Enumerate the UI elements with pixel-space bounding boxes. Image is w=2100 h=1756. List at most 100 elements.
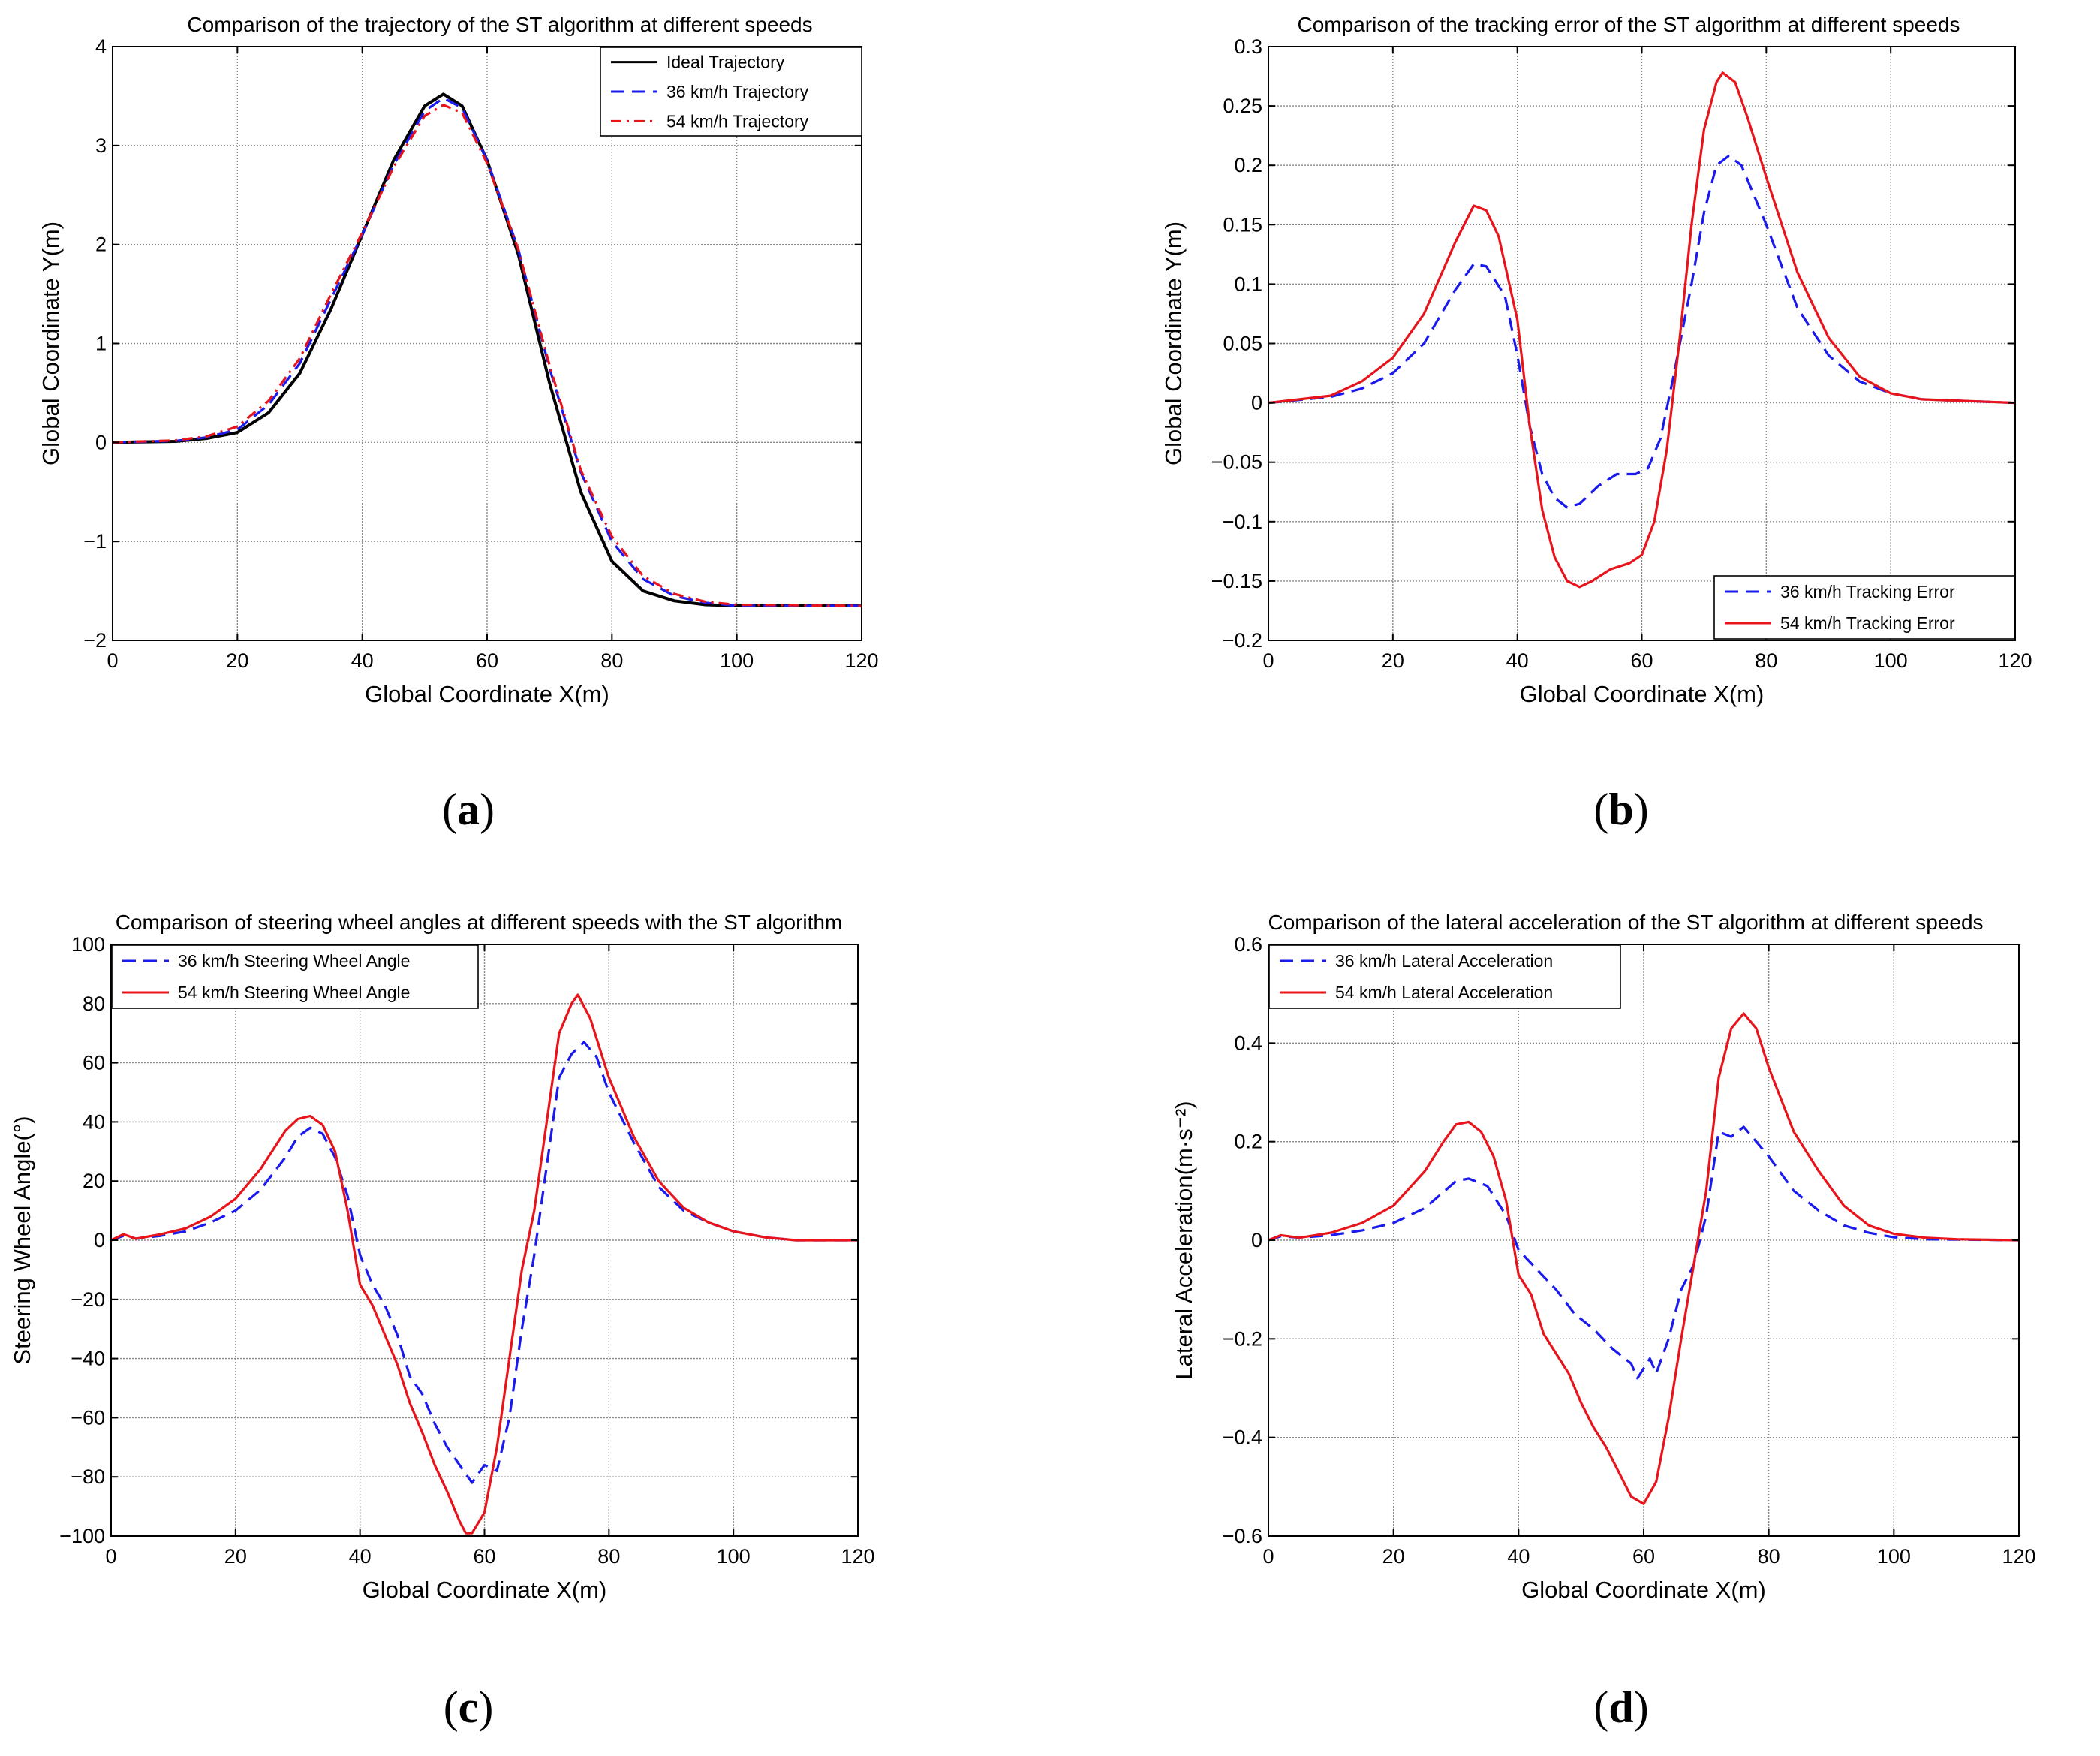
legend-label: 54 km/h Trajectory	[666, 111, 809, 131]
y-tick-label: 0.2	[1234, 1131, 1262, 1153]
x-tick-label: 40	[349, 1545, 372, 1568]
x-tick-label: 100	[1877, 1545, 1911, 1568]
legend: 36 km/h Lateral Acceleration 54 km/h Late…	[1268, 944, 1621, 1009]
legend: 36 km/h Tracking Error 54 km/h Tracking E…	[1713, 575, 2015, 640]
legend-label: Ideal Trajectory	[666, 53, 785, 72]
y-tick-label: −0.2	[1223, 629, 1262, 652]
x-tick-label: 20	[1382, 649, 1404, 672]
subfigure-label-c: (c)	[444, 1682, 494, 1732]
x-tick-label: 0	[107, 649, 118, 672]
y-axis-label: Steering Wheel Angle(°)	[9, 1116, 35, 1364]
legend-label: 54 km/h Tracking Error	[1780, 613, 1955, 633]
y-tick-label: 2	[95, 233, 107, 256]
x-axis-label: Global Coordinate X(m)	[363, 1577, 607, 1603]
y-tick-label: −40	[71, 1348, 105, 1370]
chart-panel-a: 0 20 40 60 80 100 120 −2 −1 0 1 2 3 4 Comparison of th…	[38, 13, 879, 707]
x-tick-label: 80	[597, 1545, 620, 1568]
plot-area	[113, 47, 862, 640]
y-tick-label: −1	[83, 530, 107, 553]
y-tick-label: −0.2	[1223, 1327, 1262, 1350]
y-tick-label: 0.3	[1234, 35, 1262, 58]
y-tick-label: −0.05	[1211, 451, 1262, 474]
x-tick-label: 120	[841, 1545, 874, 1568]
y-tick-label: 0.4	[1234, 1032, 1262, 1054]
y-tick-label: −0.6	[1223, 1525, 1262, 1547]
chart-panel-c: 0 20 40 60 80 100 120 −100 −80 −60 −40 −20 0 20 40 60 80…	[9, 911, 875, 1603]
x-axis-label: Global Coordinate X(m)	[1520, 681, 1765, 707]
series-line-0	[112, 92, 862, 607]
y-tick-label: 20	[83, 1170, 105, 1192]
y-tick-label: −0.1	[1223, 511, 1262, 533]
y-tick-label: 0.6	[1234, 933, 1262, 956]
chart-panel-d: 0 20 40 60 80 100 120 −0.6 −0.4 −0.2 0 0.2 0.4 0.6 Com…	[1171, 911, 2036, 1603]
x-tick-label: 0	[1262, 1545, 1274, 1568]
series-line-1	[1268, 1012, 2020, 1505]
series-line-2	[112, 104, 862, 607]
x-tick-label: 40	[1507, 1545, 1530, 1568]
chart-panel-b: 0 20 40 60 80 100 120 −0.2 −0.15 −0.1 −0.05 0 0.05 0.…	[1160, 13, 2032, 707]
y-tick-label: 0.25	[1223, 95, 1262, 117]
series-line-1	[1268, 71, 2016, 589]
series-line-1	[112, 97, 862, 607]
x-tick-label: 40	[1506, 649, 1529, 672]
legend-label: 36 km/h Steering Wheel Angle	[178, 951, 410, 971]
subfigure-label-a: (a)	[442, 785, 495, 834]
legend-box	[1713, 575, 2015, 640]
y-tick-label: −60	[71, 1406, 105, 1429]
x-tick-label: 100	[1874, 649, 1908, 672]
y-tick-label: 100	[71, 933, 105, 956]
y-tick-label: 3	[95, 134, 107, 157]
y-tick-label: 0	[1251, 392, 1262, 414]
legend-label: 36 km/h Tracking Error	[1780, 582, 1955, 601]
x-tick-label: 120	[2002, 1545, 2035, 1568]
y-tick-label: −0.4	[1223, 1426, 1262, 1449]
subfigure-label-b: (b)	[1593, 785, 1648, 834]
y-tick-label: 0	[94, 1229, 105, 1251]
legend-box	[111, 944, 479, 1009]
y-tick-label: 60	[83, 1052, 105, 1074]
series-line-0	[1268, 1125, 2020, 1380]
chart-title: Comparison of the trajectory of the ST a…	[187, 13, 812, 36]
y-tick-label: 0.05	[1223, 333, 1262, 355]
legend: 36 km/h Steering Wheel Angle 54 km/h Stee…	[111, 944, 479, 1009]
series-line-0	[1268, 154, 2016, 509]
x-tick-label: 100	[720, 649, 754, 672]
legend: Ideal Trajectory 36 km/h Trajectory 54 km/…	[600, 47, 862, 137]
legend-box	[1268, 944, 1621, 1009]
y-axis-label: Lateral Acceleration(m·s⁻²)	[1171, 1101, 1197, 1379]
x-tick-label: 20	[1382, 1545, 1405, 1568]
y-tick-label: 4	[95, 35, 107, 58]
x-tick-label: 100	[717, 1545, 751, 1568]
y-tick-label: −2	[83, 629, 107, 652]
y-tick-label: −80	[71, 1465, 105, 1488]
grid-lines	[1268, 944, 2019, 1536]
chart-title: Comparison of the lateral acceleration o…	[1268, 911, 1983, 934]
y-tick-label: −100	[59, 1525, 105, 1547]
x-tick-label: 60	[476, 649, 498, 672]
y-tick-label: 0	[95, 431, 107, 453]
y-axis-label: Global Coordinate Y(m)	[38, 221, 64, 465]
y-tick-label: 40	[83, 1110, 105, 1133]
x-tick-label: 80	[600, 649, 623, 672]
x-tick-label: 80	[1755, 649, 1777, 672]
y-tick-label: 1	[95, 333, 107, 355]
legend-label: 36 km/h Lateral Acceleration	[1335, 951, 1553, 971]
y-tick-label: 0	[1251, 1229, 1262, 1251]
chart-title: Comparison of steering wheel angles at d…	[116, 911, 843, 934]
y-tick-label: −20	[71, 1288, 105, 1311]
legend-label: 54 km/h Lateral Acceleration	[1335, 983, 1553, 1002]
y-tick-label: 80	[83, 992, 105, 1015]
x-tick-label: 80	[1758, 1545, 1780, 1568]
x-tick-label: 60	[1630, 649, 1653, 672]
y-tick-label: 0.1	[1234, 273, 1262, 295]
legend-label: 36 km/h Trajectory	[666, 82, 809, 101]
x-tick-label: 120	[844, 649, 878, 672]
x-tick-label: 20	[226, 649, 248, 672]
chart-title: Comparison of the tracking error of the …	[1298, 13, 1960, 36]
subfigure-label-d: (d)	[1593, 1682, 1648, 1732]
y-tick-label: 0.2	[1234, 154, 1262, 176]
legend-label: 54 km/h Steering Wheel Angle	[178, 983, 410, 1002]
x-tick-label: 60	[473, 1545, 495, 1568]
x-tick-label: 20	[224, 1545, 247, 1568]
